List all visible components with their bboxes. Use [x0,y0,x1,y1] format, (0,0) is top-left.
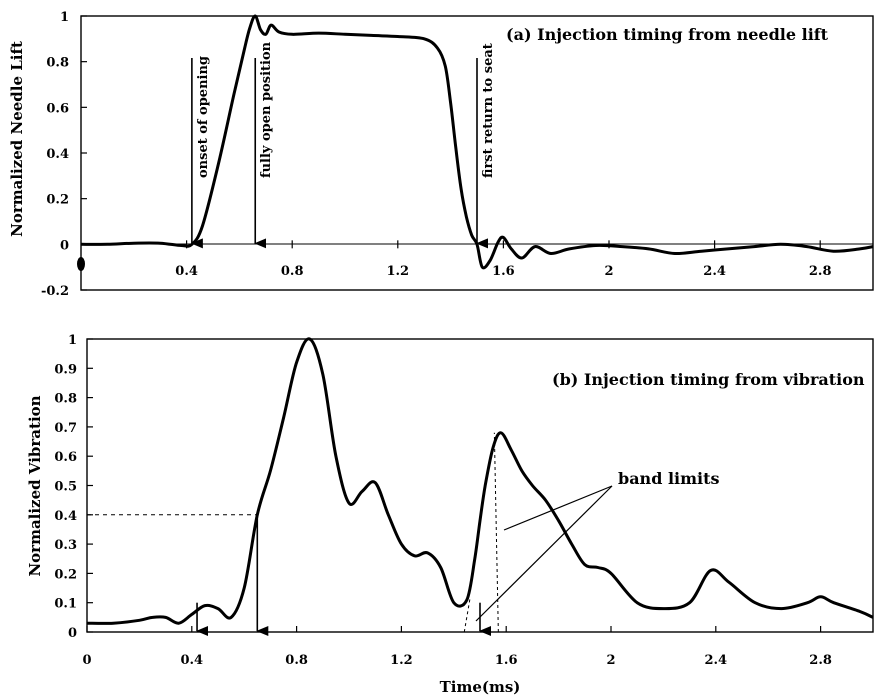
band-pointer-1 [503,485,613,531]
panel-b: 0 0.1 0.2 0.3 0.4 0.5 0.6 0.7 0.8 0.9 1 0 0.4 0.8 1.2… [26,333,874,696]
y-tick-label-b: 0.8 [54,392,77,407]
x-tick-labels-b: 0 0.4 0.8 1.2 1.6 2 2.4 2.8 [82,653,831,668]
y-tick-label-b: 0.1 [54,597,77,612]
x-tick-label-a: 2 [604,264,613,279]
y-tick-label-a: 0.8 [46,56,69,71]
x-tick-label-b: 0.8 [285,653,308,668]
panel-b-title: (b) Injection timing from vibration [552,370,865,389]
y-tick-label-b: 0.9 [54,362,77,377]
x-tick-label-b: 0 [82,653,91,668]
x-tick-label-b: 2.4 [704,653,727,668]
x-tick-label-b: 1.2 [390,653,413,668]
y-tick-label-a: 0 [60,238,69,253]
y-tick-labels-b: 0 0.1 0.2 0.3 0.4 0.5 0.6 0.7 0.8 0.9 1 [54,333,77,641]
panel-a-title: (a) Injection timing from needle lift [506,25,829,44]
y-axis-title-a: Normalized Needle Lift [8,41,26,237]
x-tick-label-b: 1.6 [495,653,518,668]
y-axis-title-b: Normalized Vibration [26,395,44,576]
x-tick-label-b: 2.8 [809,653,832,668]
vibration-line [86,337,874,625]
y-tick-label-b: 0.2 [54,567,77,582]
y-tick-label-b: 0.5 [54,480,77,495]
event-label-a: onset of opening [196,56,211,178]
y-tick-label-b: 0.6 [54,450,77,465]
x-tick-label-a: 2.8 [809,264,832,279]
x-tick-label-a: 0.8 [281,264,304,279]
y-tick-label-a: -0.2 [41,284,69,299]
x-axis-title: Time(ms) [440,678,521,696]
event-label-a: fully open position [259,41,274,178]
y-tick-label-b: 0.4 [54,509,77,524]
band-limits-label: band limits [618,469,720,488]
band-limits-pointers [475,485,613,622]
y-tick-label-b: 0.7 [54,421,77,436]
band-limit-dashes [463,432,499,633]
origin-marker [77,257,85,271]
x-tick-label-a: 1.2 [386,264,409,279]
x-tick-label-a: 2.4 [703,264,726,279]
event-arrows-b [196,514,491,636]
y-tick-label-a: 0.6 [46,101,69,116]
y-tick-label-b: 0.3 [54,538,77,553]
y-tick-label-b: 1 [68,333,77,348]
x-tick-label-a: 1.6 [492,264,515,279]
x-tick-label-b: 2 [606,653,615,668]
needle-lift-line [80,14,874,270]
y-tick-label-a: 0.2 [46,193,69,208]
x-tick-label-a: 0.4 [175,264,198,279]
y-tick-label-a: 0.4 [46,147,69,162]
y-tick-labels-a: -0.2 0 0.2 0.4 0.6 0.8 1 [41,10,69,299]
y-tick-label-b: 0 [68,626,77,641]
y-tick-label-a: 1 [60,10,69,25]
event-arrows-a: onset of opening fully open position first… [190,41,496,249]
panel-a: -0.2 0 0.2 0.4 0.6 0.8 1 0.4 0.8 1.2 1.6 2 2.4 2.8 o… [8,10,874,299]
x-tick-label-b: 0.4 [180,653,203,668]
x-tick-labels-a: 0.4 0.8 1.2 1.6 2 2.4 2.8 [175,264,831,279]
event-label-a: first return to seat [481,43,496,178]
band-pointer-2 [475,485,613,622]
